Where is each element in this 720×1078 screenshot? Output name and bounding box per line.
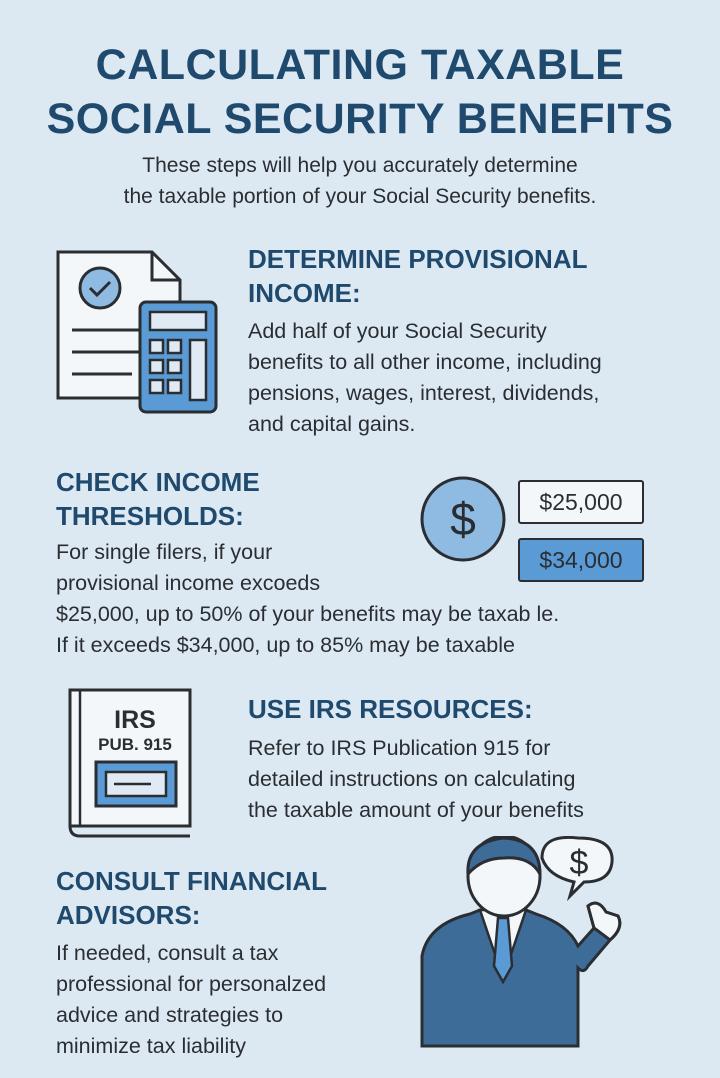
- step-1-heading: DETERMINE PROVISIONAL INCOME:: [248, 242, 587, 310]
- heading-line: THRESHOLDS:: [56, 501, 244, 531]
- body-line: provisional income excoeds: [56, 571, 321, 595]
- book-title: IRS: [114, 706, 156, 734]
- irs-book-icon: [68, 688, 192, 838]
- body-line: If it exceeds $34,000, up to 85% may be …: [56, 633, 515, 657]
- document-calculator-icon: [56, 250, 218, 414]
- heading-line: CHECK INCOME: [56, 467, 260, 497]
- body-line: For single filers, if your: [56, 540, 273, 564]
- advisor-icon: $: [420, 836, 622, 1048]
- heading-line: CONSULT FINANCIAL: [56, 866, 328, 896]
- svg-text:$: $: [450, 493, 476, 545]
- page-title: CALCULATING TAXABLE SOCIAL SECURITY BENE…: [0, 38, 720, 146]
- subtitle: These steps will help you accurately det…: [0, 150, 720, 212]
- heading-line: INCOME:: [248, 278, 361, 308]
- step-4-body: If needed, consult a tax professional fo…: [56, 938, 326, 1062]
- threshold-25000: $25,000: [518, 480, 644, 524]
- heading-line: ADVISORS:: [56, 900, 201, 930]
- threshold-34000: $34,000: [518, 538, 644, 582]
- body-line: detailed instructions on calculating: [248, 767, 576, 791]
- dollar-coin-icon: $: [420, 476, 506, 562]
- step-2-heading: CHECK INCOME THRESHOLDS:: [56, 465, 260, 533]
- body-line: benefits to all other income, including: [248, 350, 602, 374]
- irs-book-label: IRS PUB. 915: [80, 706, 190, 756]
- body-line: $25,000, up to 50% of your benefits may …: [56, 602, 560, 626]
- body-line: the taxable amount of your benefits: [248, 798, 584, 822]
- body-line: If needed, consult a tax: [56, 941, 279, 965]
- bubble-dollar: $: [570, 844, 589, 882]
- body-line: and capital gains.: [248, 412, 416, 436]
- step-4-heading: CONSULT FINANCIAL ADVISORS:: [56, 864, 327, 932]
- body-line: Add half of your Social Security: [248, 319, 547, 343]
- step-1-body: Add half of your Social Security benefit…: [248, 316, 602, 440]
- heading-line: DETERMINE PROVISIONAL: [248, 244, 588, 274]
- body-line: Refer to IRS Publication 915 for: [248, 736, 551, 760]
- book-subtitle: PUB. 915: [98, 735, 172, 754]
- step-3-heading: USE IRS RESOURCES:: [248, 692, 533, 726]
- step-2-body: For single filers, if your provisional i…: [56, 537, 559, 661]
- title-line-2: SOCIAL SECURITY BENEFITS: [46, 95, 674, 143]
- body-line: advice and strategies to: [56, 1003, 284, 1027]
- subtitle-line-1: These steps will help you accurately det…: [142, 154, 578, 177]
- body-line: minimize tax liability: [56, 1034, 246, 1058]
- body-line: pensions, wages, interest, dividends,: [248, 381, 600, 405]
- subtitle-line-2: the taxable portion of your Social Secur…: [123, 185, 597, 208]
- step-3-body: Refer to IRS Publication 915 for detaile…: [248, 733, 584, 826]
- title-line-1: CALCULATING TAXABLE: [95, 41, 625, 89]
- heading-line: USE IRS RESOURCES:: [248, 694, 533, 724]
- body-line: professional for personalzed: [56, 972, 327, 996]
